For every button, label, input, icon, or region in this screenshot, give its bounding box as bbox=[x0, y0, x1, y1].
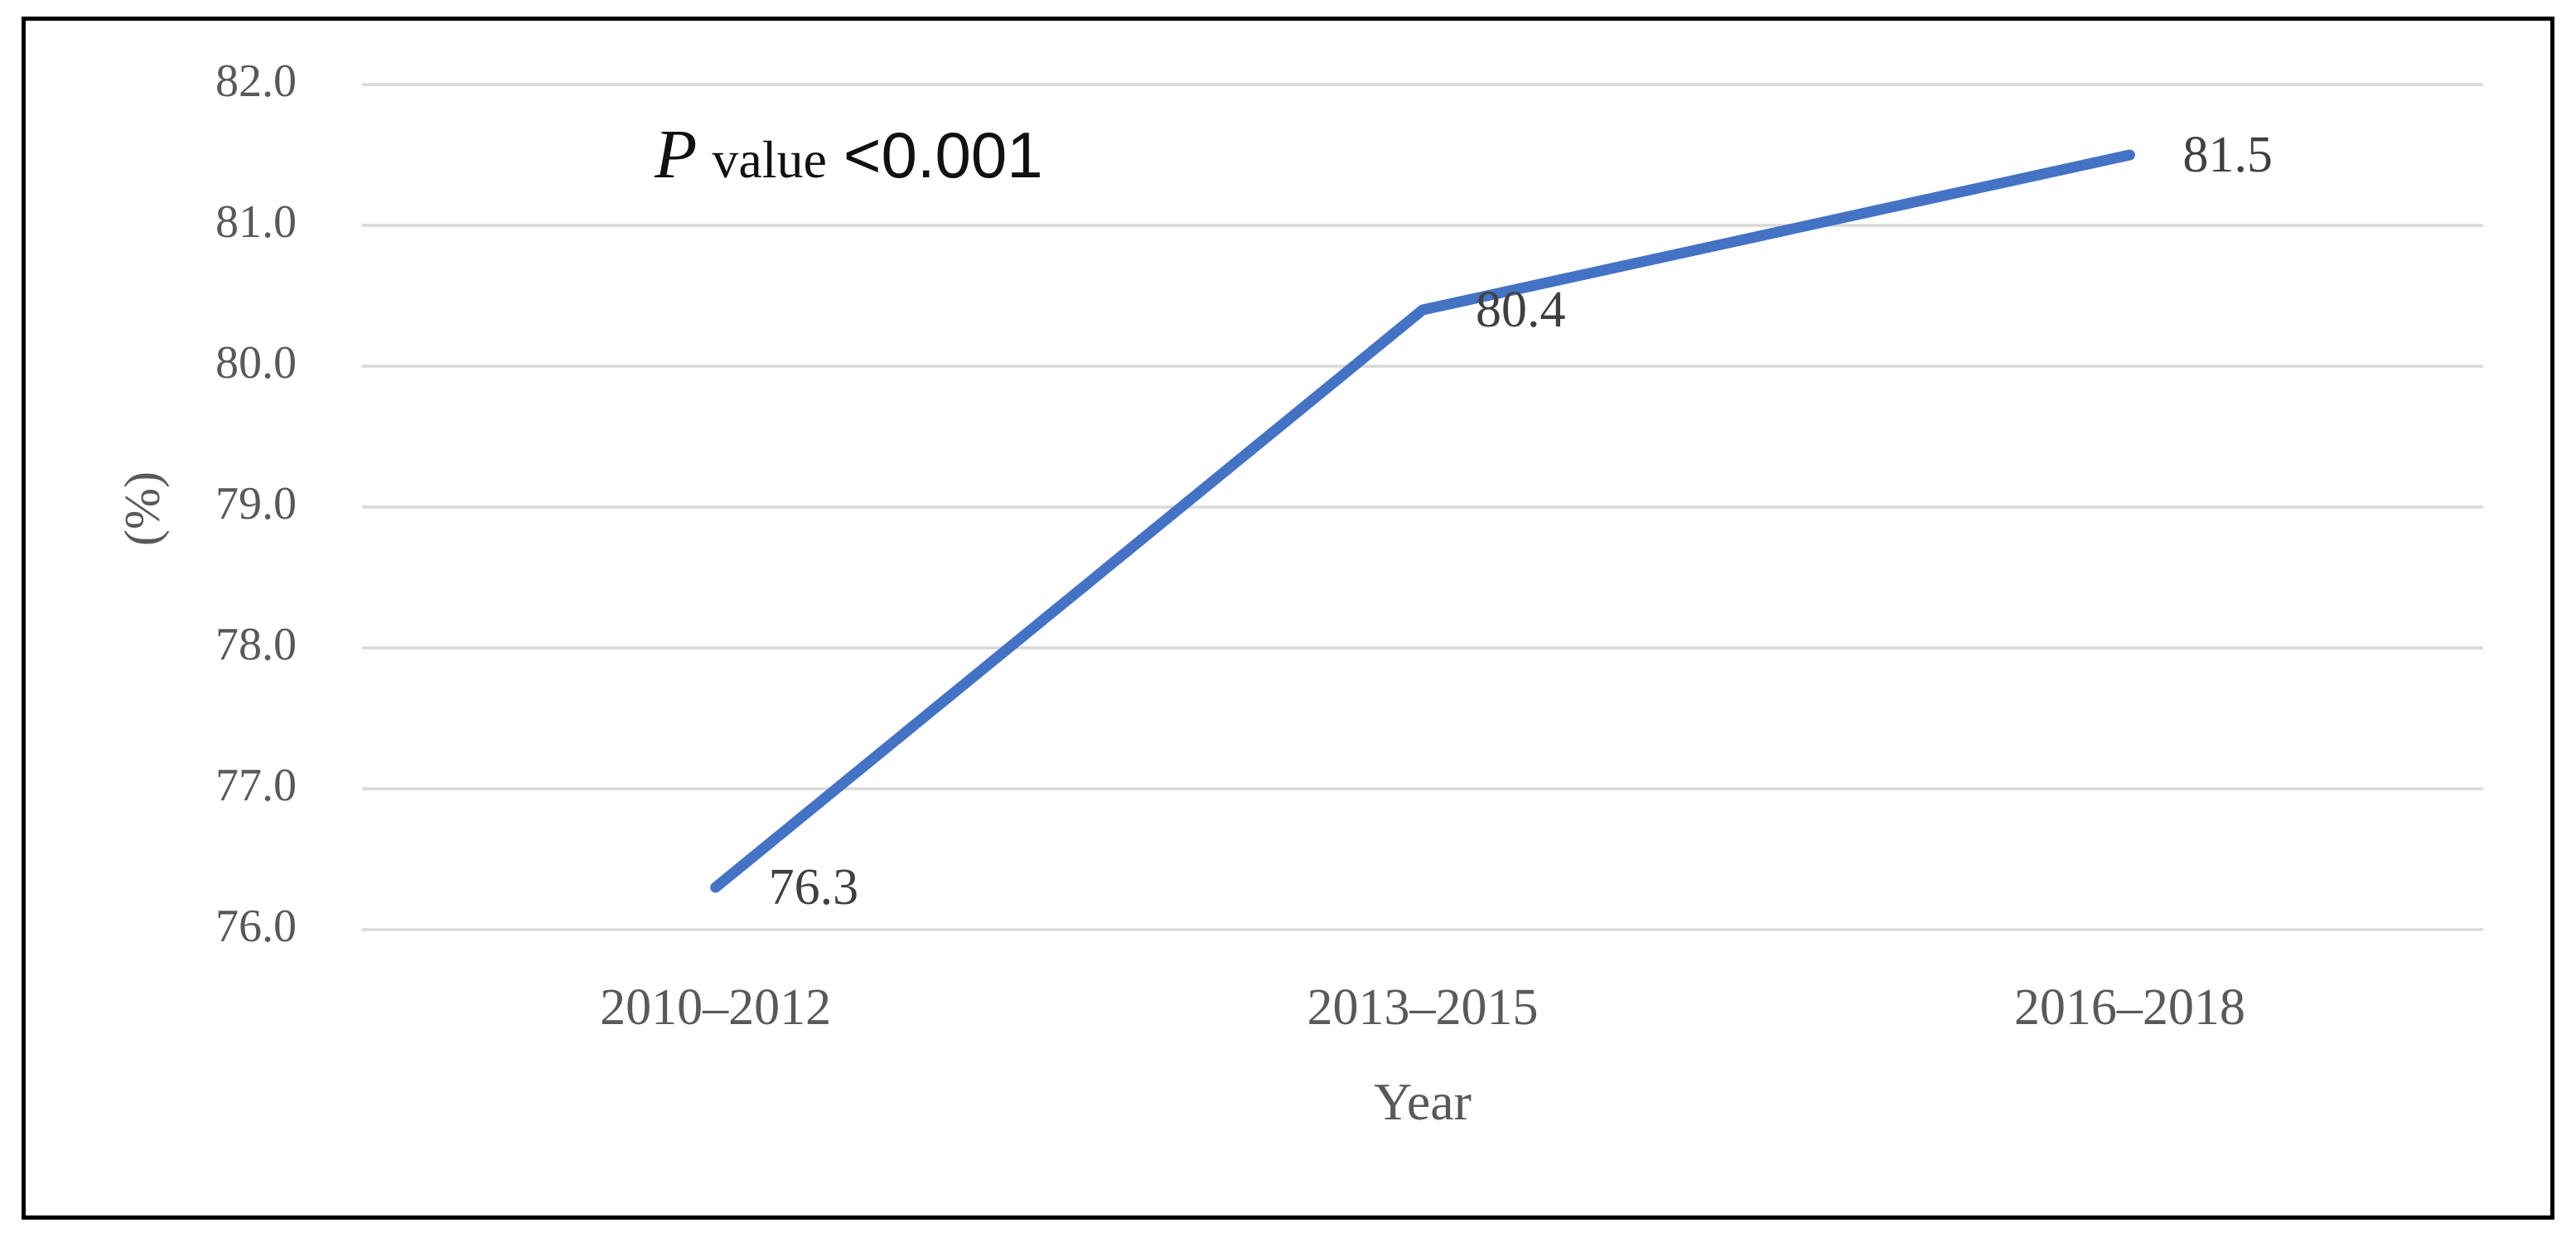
category-label: 2016–2018 bbox=[2013, 979, 2245, 1036]
chart-frame bbox=[22, 17, 2554, 1220]
y-tick-label: 82.0 bbox=[215, 56, 297, 107]
category-label: 2010–2012 bbox=[600, 979, 832, 1036]
y-tick-label: 76.0 bbox=[215, 901, 297, 952]
y-tick-label: 79.0 bbox=[215, 478, 297, 529]
data-point-label: 80.4 bbox=[1476, 282, 1566, 338]
y-tick-label: 77.0 bbox=[215, 760, 297, 811]
y-tick-label: 81.0 bbox=[215, 196, 297, 248]
data-point-label: 76.3 bbox=[768, 859, 859, 916]
y-axis-title: (%) bbox=[114, 471, 170, 546]
p-value-threshold: <0.001 bbox=[843, 118, 1043, 191]
p-value-word: value bbox=[712, 130, 827, 189]
series-line bbox=[710, 149, 2135, 893]
y-tick-label: 80.0 bbox=[215, 337, 297, 389]
x-axis-title: Year bbox=[1374, 1072, 1472, 1131]
data-point-label: 81.5 bbox=[2182, 127, 2273, 183]
category-label: 2013–2015 bbox=[1307, 979, 1539, 1036]
p-value-symbol: P bbox=[655, 116, 698, 193]
y-tick-label: 78.0 bbox=[215, 619, 297, 670]
